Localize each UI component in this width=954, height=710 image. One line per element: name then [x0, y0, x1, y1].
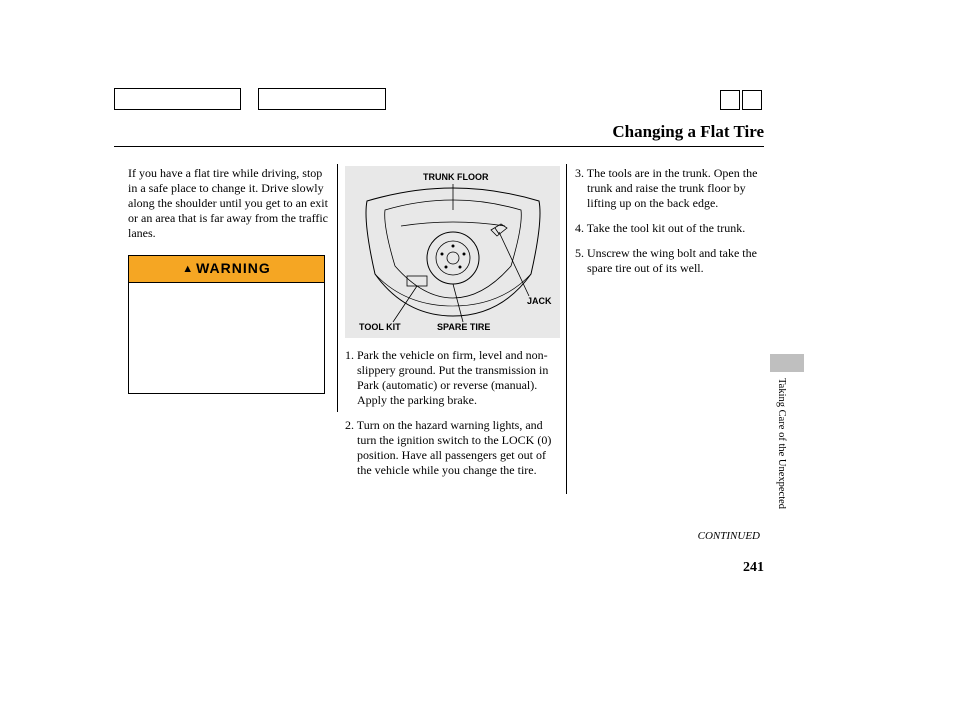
- header-placeholder-box: [114, 88, 241, 110]
- header-placeholder-square: [720, 90, 740, 110]
- column-divider: [337, 164, 338, 412]
- step-1: 1. Park the vehicle on firm, level and n…: [345, 348, 560, 408]
- warning-heading-text: WARNING: [196, 260, 271, 276]
- step-3: 3. The tools are in the trunk. Open the …: [575, 166, 770, 211]
- step-2: 2. Turn on the hazard warning lights, an…: [345, 418, 560, 478]
- step-4: 4. Take the tool kit out of the trunk.: [575, 221, 770, 236]
- diagram-label-jack: JACK: [527, 296, 552, 307]
- warning-box: ▲WARNING: [128, 255, 325, 394]
- column-left: If you have a flat tire while driving, s…: [128, 166, 328, 394]
- warning-triangle-icon: ▲: [182, 263, 194, 277]
- section-tab: [770, 354, 804, 372]
- diagram-label-spare-tire: SPARE TIRE: [437, 322, 490, 333]
- warning-heading: ▲WARNING: [129, 256, 324, 283]
- column-right: 3. The tools are in the trunk. Open the …: [575, 166, 770, 286]
- diagram-label-tool-kit: TOOL KIT: [359, 322, 401, 333]
- header-placeholder-box: [258, 88, 386, 110]
- step-3-text: The tools are in the trunk. Open the tru…: [587, 166, 758, 210]
- step-5: 5. Unscrew the wing bolt and take the sp…: [575, 246, 770, 276]
- trunk-diagram-svg: [345, 166, 560, 338]
- trunk-diagram: TRUNK FLOOR JACK SPARE TIRE TOOL KIT: [345, 166, 560, 338]
- page-title: Changing a Flat Tire: [612, 122, 764, 142]
- warning-body: [129, 283, 324, 393]
- diagram-label-trunk-floor: TRUNK FLOOR: [423, 172, 489, 183]
- step-2-text: Turn on the hazard warning lights, and t…: [357, 418, 552, 477]
- title-rule: [114, 146, 764, 147]
- page-number: 241: [743, 560, 764, 576]
- continued-label: CONTINUED: [698, 530, 760, 542]
- manual-page: Changing a Flat Tire If you have a flat …: [0, 0, 954, 710]
- header-placeholder-square: [742, 90, 762, 110]
- column-divider: [566, 164, 567, 494]
- intro-paragraph: If you have a flat tire while driving, s…: [128, 166, 328, 241]
- step-4-text: Take the tool kit out of the trunk.: [587, 221, 745, 235]
- step-1-text: Park the vehicle on firm, level and non-…: [357, 348, 548, 407]
- step-5-text: Unscrew the wing bolt and take the spare…: [587, 246, 757, 275]
- column-middle: TRUNK FLOOR JACK SPARE TIRE TOOL KIT 1. …: [345, 166, 560, 488]
- section-label: Taking Care of the Unexpected: [776, 378, 787, 509]
- steps-col2: 1. Park the vehicle on firm, level and n…: [345, 348, 560, 478]
